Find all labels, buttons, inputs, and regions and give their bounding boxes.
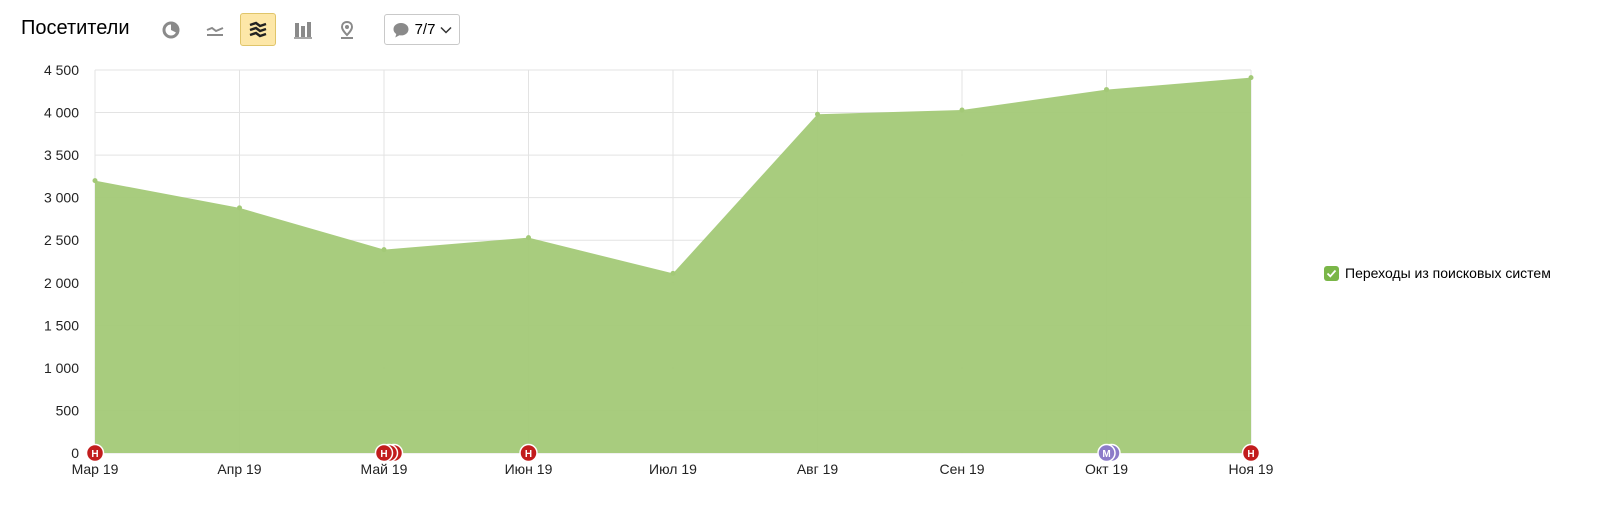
x-tick-label: Июн 19: [505, 461, 553, 477]
area-chart: 0 500 1 000 1 500 2 000 2 500 3 000 3 500 4 000 4…: [44, 62, 1274, 477]
notes-dropdown[interactable]: 7/7: [384, 14, 460, 45]
note-marker-letter[interactable]: Н: [380, 449, 387, 460]
data-point: [959, 107, 965, 113]
pie-chart-icon: [162, 21, 180, 38]
area-series: [95, 77, 1251, 453]
x-tick-label: Окт 19: [1085, 461, 1128, 477]
notes-count: 7/7: [414, 21, 436, 38]
area-chart-button[interactable]: [240, 13, 276, 46]
data-point: [815, 111, 820, 117]
y-tick-label: 0: [71, 445, 79, 461]
checkbox-checked-icon[interactable]: [1324, 265, 1339, 281]
y-tick-label: 1 500: [44, 317, 79, 333]
x-tick-label: Ноя 19: [1229, 461, 1274, 477]
x-tick-label: Мар 19: [72, 461, 119, 477]
y-tick-label: 2 500: [44, 232, 79, 248]
line-chart-icon: [206, 26, 224, 36]
y-tick-label: 2 000: [44, 275, 79, 291]
y-tick-label: 4 500: [44, 62, 79, 78]
note-marker[interactable]: [519, 443, 538, 463]
data-point: [1104, 87, 1109, 93]
page-title: Посетители: [21, 17, 130, 39]
note-marker-letter[interactable]: Н: [525, 449, 532, 460]
y-tick-label: 500: [56, 402, 80, 418]
x-tick-label: Авг 19: [797, 461, 839, 477]
y-tick-label: 3 500: [44, 147, 79, 163]
pie-chart-button[interactable]: [153, 13, 189, 46]
area-chart-icon: [249, 21, 267, 37]
y-tick-label: 3 000: [44, 190, 79, 206]
x-tick-label: Май 19: [361, 461, 408, 477]
data-point: [1248, 75, 1254, 81]
map-button[interactable]: [329, 13, 365, 46]
comment-icon: [393, 22, 409, 37]
y-tick-label: 4 000: [44, 105, 79, 121]
legend-item[interactable]: Переходы из поисковых систем: [1324, 265, 1551, 281]
data-point: [92, 178, 98, 184]
note-marker-letter[interactable]: Н: [91, 449, 98, 460]
data-point: [526, 235, 531, 241]
data-point: [381, 247, 387, 253]
map-icon: [340, 20, 354, 39]
y-tick-label: 1 000: [44, 360, 79, 376]
note-marker-letter[interactable]: Н: [1247, 449, 1254, 460]
data-point: [237, 205, 242, 211]
note-marker[interactable]: [85, 443, 105, 463]
x-tick-label: Июл 19: [649, 461, 697, 477]
bar-chart-button[interactable]: [285, 13, 321, 46]
legend-label: Переходы из поисковых систем: [1345, 265, 1551, 281]
line-chart-button[interactable]: [197, 13, 233, 46]
chevron-down-icon: [440, 26, 452, 34]
bar-chart-icon: [294, 21, 312, 39]
note-marker-letter[interactable]: М: [1102, 449, 1110, 460]
note-marker[interactable]: [374, 443, 394, 463]
data-point: [670, 270, 676, 276]
x-tick-label: Апр 19: [217, 461, 261, 477]
note-marker[interactable]: [1241, 443, 1261, 463]
report-header: Посетители: [0, 0, 1600, 60]
x-tick-label: Сен 19: [939, 461, 984, 477]
note-marker[interactable]: [1097, 443, 1116, 463]
